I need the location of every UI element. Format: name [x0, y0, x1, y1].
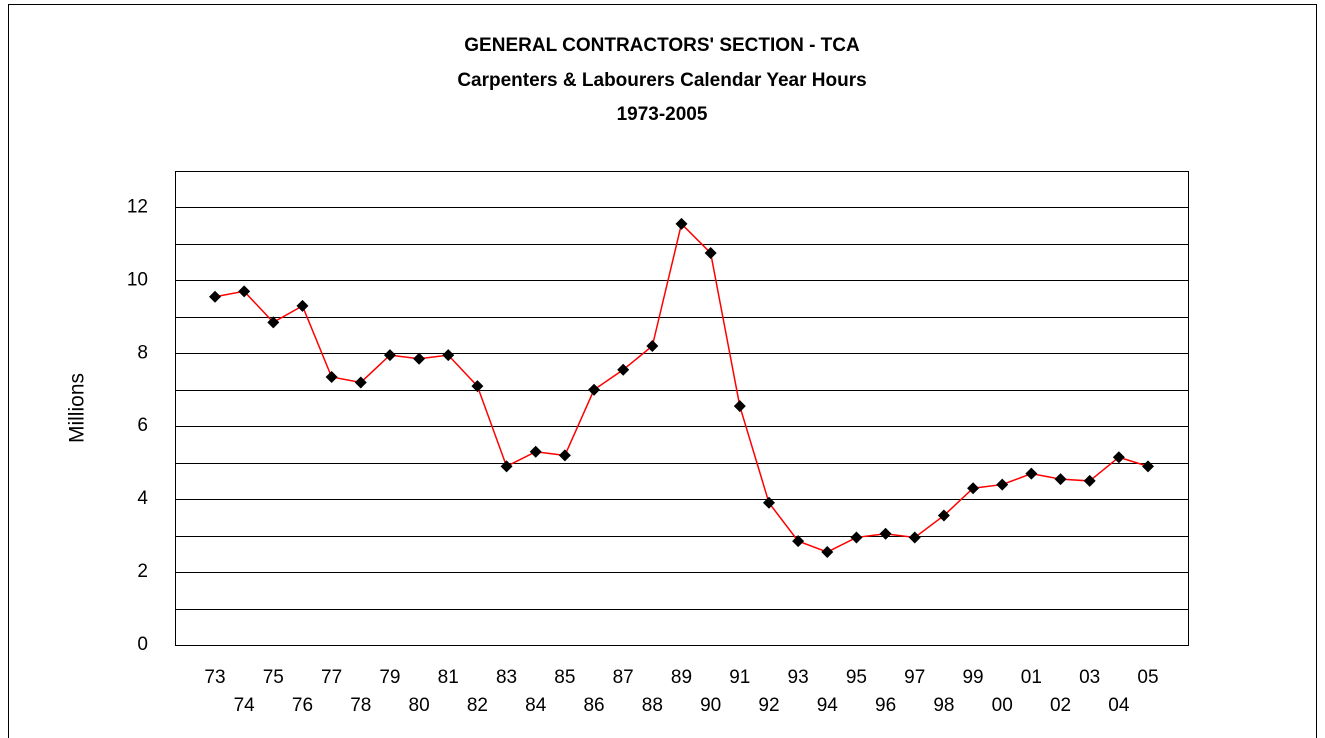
x-tick-label: 79 — [379, 667, 400, 688]
x-tick-label: 86 — [583, 695, 604, 716]
marker — [675, 217, 688, 230]
marker — [937, 509, 950, 522]
y-tick-label: 2 — [137, 561, 148, 582]
marker — [733, 400, 746, 413]
marker — [1142, 460, 1154, 473]
x-tick-label: 96 — [875, 695, 896, 716]
y-tick-label: 6 — [137, 415, 148, 436]
marker — [325, 371, 338, 384]
x-tick-label: 95 — [846, 667, 867, 688]
y-tick-label: 8 — [137, 342, 148, 363]
x-tick-label: 97 — [904, 667, 925, 688]
x-tick-label: 91 — [729, 667, 750, 688]
x-tick-label: 00 — [992, 695, 1013, 716]
x-tick-label: 87 — [613, 667, 634, 688]
y-axis-label: Millions — [66, 373, 89, 443]
x-tick-label: 01 — [1021, 667, 1042, 688]
x-tick-label: 83 — [496, 667, 517, 688]
plot-area — [175, 171, 1189, 646]
x-tick-label: 04 — [1108, 695, 1130, 716]
marker — [383, 349, 396, 362]
chart-title: GENERAL CONTRACTORS' SECTION - TCA — [464, 35, 860, 56]
marker — [879, 527, 892, 540]
x-tick-label: 02 — [1050, 695, 1071, 716]
x-tick-label: 88 — [642, 695, 663, 716]
marker — [238, 285, 251, 298]
x-tick-label: 84 — [525, 695, 547, 716]
marker — [704, 247, 717, 260]
x-tick-label: 05 — [1137, 667, 1158, 688]
x-tick-label: 76 — [292, 695, 313, 716]
x-tick-label: 77 — [321, 667, 342, 688]
x-tick-label: 92 — [758, 695, 779, 716]
marker — [296, 299, 309, 312]
marker — [588, 383, 601, 396]
x-tick-label: 81 — [438, 667, 459, 688]
marker — [792, 535, 805, 548]
marker — [529, 445, 542, 458]
marker — [850, 531, 863, 544]
marker — [617, 363, 630, 376]
x-tick-label: 03 — [1079, 667, 1100, 688]
marker — [1083, 474, 1096, 487]
x-tick-label: 98 — [933, 695, 954, 716]
x-tick-label: 99 — [962, 667, 983, 688]
x-tick-label: 85 — [554, 667, 575, 688]
y-tick-label: 12 — [127, 196, 148, 217]
x-tick-label: 75 — [263, 667, 284, 688]
marker — [354, 376, 367, 389]
marker — [442, 349, 455, 362]
marker — [996, 478, 1009, 491]
x-tick-label: 74 — [234, 695, 256, 716]
marker — [762, 496, 775, 509]
marker — [1054, 473, 1067, 486]
x-tick-label: 82 — [467, 695, 488, 716]
y-tick-label: 10 — [127, 269, 148, 290]
marker — [1025, 467, 1038, 480]
x-tick-label: 78 — [350, 695, 371, 716]
marker — [558, 449, 571, 462]
y-tick-label: 4 — [137, 488, 148, 509]
x-tick-label: 80 — [409, 695, 430, 716]
marker — [646, 340, 659, 353]
marker — [267, 316, 280, 329]
marker — [471, 380, 484, 393]
chart-subtitle: 1973-2005 — [617, 104, 708, 125]
marker — [413, 352, 426, 365]
x-tick-label: 90 — [700, 695, 721, 716]
marker — [967, 482, 980, 495]
y-tick-label: 0 — [137, 634, 148, 655]
chart-subtitle: Carpenters & Labourers Calendar Year Hou… — [457, 70, 866, 91]
marker — [821, 546, 834, 559]
marker — [908, 531, 921, 544]
marker — [209, 290, 221, 303]
marker — [1112, 451, 1125, 464]
x-tick-label: 73 — [204, 667, 225, 688]
x-tick-label: 93 — [788, 667, 809, 688]
x-tick-label: 89 — [671, 667, 692, 688]
marker — [500, 460, 513, 473]
x-tick-label: 94 — [817, 695, 839, 716]
